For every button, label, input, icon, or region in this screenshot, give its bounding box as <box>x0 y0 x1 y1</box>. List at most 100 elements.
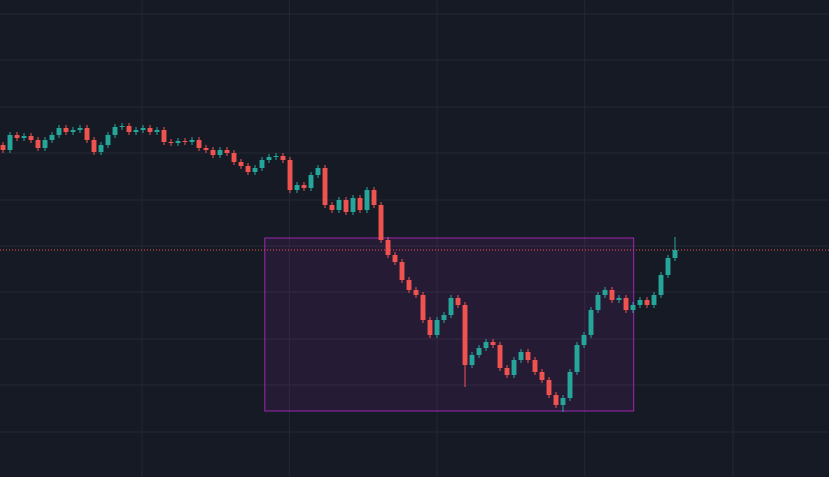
candle-body <box>217 150 223 155</box>
candle-body <box>651 295 657 305</box>
candle-body <box>343 200 349 212</box>
candle-body <box>560 398 566 405</box>
candle-body <box>581 335 587 345</box>
candle-body <box>259 160 265 168</box>
candle-body <box>322 168 328 205</box>
candle-body <box>28 136 34 140</box>
candle-body <box>126 126 132 132</box>
candle-body <box>392 255 398 262</box>
candle-body <box>294 185 300 190</box>
candle-body <box>245 166 251 172</box>
candle-body <box>350 198 356 212</box>
candle-body <box>616 298 622 300</box>
candle-body <box>469 355 475 365</box>
candle-body <box>42 140 48 148</box>
candle-body <box>546 380 552 395</box>
candle-body <box>147 128 153 132</box>
zone-box <box>264 237 635 412</box>
candle-body <box>7 135 13 150</box>
candle-body <box>105 135 111 145</box>
candle-body <box>91 140 97 152</box>
candle-body <box>70 130 76 132</box>
candle-body <box>357 198 363 210</box>
candle-body <box>532 360 538 372</box>
candle-body <box>574 345 580 372</box>
candle-body <box>378 205 384 240</box>
candle-body <box>287 160 293 190</box>
candle-body <box>504 368 510 375</box>
candle-body <box>427 320 433 335</box>
candle-body <box>588 310 594 335</box>
candle-body <box>98 145 104 152</box>
candle-body <box>112 127 118 135</box>
candle-body <box>476 348 482 355</box>
candle-body <box>14 135 20 138</box>
candle-body <box>266 157 272 160</box>
candle-body <box>539 372 545 380</box>
candle-body <box>553 395 559 405</box>
candle-body <box>623 298 629 310</box>
candle-body <box>21 136 27 138</box>
candle-body <box>154 130 160 132</box>
candle-body <box>525 352 531 360</box>
candle-body <box>308 175 314 188</box>
candle-body <box>497 345 503 368</box>
candle-body <box>140 128 146 130</box>
candle-body <box>63 128 69 132</box>
candle-body <box>490 342 496 345</box>
candle-body <box>371 190 377 205</box>
candle-body <box>630 305 636 310</box>
candle-body <box>595 295 601 310</box>
candle-body <box>161 130 167 142</box>
candle-body <box>441 315 447 320</box>
candle-body <box>609 290 615 300</box>
candle-body <box>315 168 321 175</box>
candle-body <box>280 156 286 160</box>
candle-body <box>182 141 188 142</box>
candle-body <box>273 156 279 157</box>
candle-body <box>665 258 671 275</box>
candle-body <box>189 140 195 142</box>
candle-body <box>483 342 489 348</box>
candle-body <box>434 320 440 335</box>
candle-body <box>518 352 524 360</box>
candle-body <box>644 300 650 305</box>
candle-body <box>329 205 335 210</box>
candle-body <box>385 240 391 255</box>
candle-body <box>252 168 258 172</box>
candle-body <box>511 360 517 375</box>
candle-body <box>119 126 125 127</box>
candle-body <box>637 300 643 305</box>
candle-body <box>175 141 181 143</box>
candle-body <box>196 140 202 148</box>
candle-body <box>231 153 237 162</box>
candle-body <box>462 305 468 365</box>
candle-body <box>49 135 55 140</box>
candle-body <box>448 298 454 315</box>
candle-body <box>203 148 209 150</box>
candle-body <box>0 145 6 150</box>
candle-body <box>35 140 41 148</box>
candle-body <box>224 150 230 153</box>
candle-body <box>406 280 412 290</box>
candle-body <box>56 128 62 135</box>
candle-body <box>77 128 83 130</box>
candle-body <box>133 130 139 132</box>
candle-body <box>84 128 90 140</box>
candle-body <box>238 162 244 166</box>
candle-body <box>336 200 342 210</box>
candle-body <box>420 295 426 320</box>
candle-body <box>210 150 216 155</box>
candle-body <box>672 250 678 258</box>
candle-body <box>364 190 370 210</box>
candle-body <box>168 142 174 143</box>
candle-body <box>455 298 461 305</box>
candle-body <box>567 372 573 398</box>
candle-body <box>399 262 405 280</box>
candle-body <box>658 275 664 295</box>
candle-body <box>602 290 608 295</box>
candle-body <box>301 185 307 188</box>
candle-body <box>413 290 419 295</box>
